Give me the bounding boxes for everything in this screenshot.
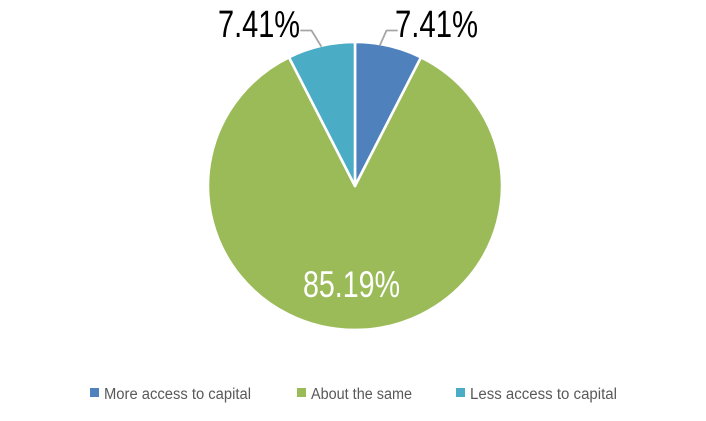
- legend-label-less-access: Less access to capital: [470, 386, 617, 403]
- leader-line-right: [379, 29, 398, 46]
- legend-swatch-more-access: [90, 388, 99, 397]
- data-label-more-access: 7.41%: [395, 4, 478, 46]
- legend-item-about-same: About the same: [297, 386, 412, 403]
- legend-swatch-less-access: [456, 388, 465, 397]
- pie-slices: [206, 40, 504, 332]
- legend-item-less-access: Less access to capital: [456, 386, 617, 403]
- legend: More access to capital About the same Le…: [90, 386, 617, 403]
- pie-slice-about-same: [206, 56, 504, 332]
- legend-swatch-about-same: [297, 388, 306, 397]
- data-label-less-access: 7.41%: [218, 4, 300, 46]
- legend-label-about-same: About the same: [311, 386, 412, 403]
- legend-label-more-access: More access to capital: [104, 386, 251, 403]
- legend-item-more-access: More access to capital: [90, 386, 251, 403]
- data-label-about-same: 85.19%: [303, 264, 400, 305]
- leader-line-left: [300, 29, 322, 47]
